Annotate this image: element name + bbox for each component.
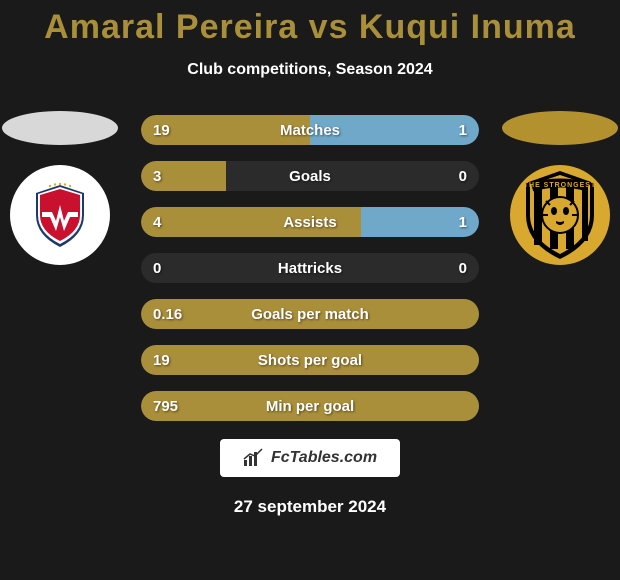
left-club-badge [10,165,110,265]
page-subtitle: Club competitions, Season 2024 [0,61,620,79]
right-player-ellipse [502,111,618,145]
svg-text:THE STRONGEST: THE STRONGEST [524,182,597,189]
branding-text: FcTables.com [271,449,377,467]
stat-row: 41Assists [141,207,479,237]
stat-label: Goals per match [141,306,479,323]
branding-badge: FcTables.com [220,439,400,477]
stat-row: 30Goals [141,161,479,191]
left-player-ellipse [2,111,118,145]
stat-label: Assists [141,214,479,231]
stat-row: 795Min per goal [141,391,479,421]
wilstermann-icon [22,177,98,253]
stat-label: Hattricks [141,260,479,277]
page-title: Amaral Pereira vs Kuqui Inuma [0,0,620,47]
stat-row: 0.16Goals per match [141,299,479,329]
chart-icon [243,448,265,468]
stat-row: 191Matches [141,115,479,145]
right-club-badge: THE STRONGEST [510,165,610,265]
stat-label: Matches [141,122,479,139]
stat-label: Min per goal [141,398,479,415]
stat-label: Goals [141,168,479,185]
stat-row: 00Hattricks [141,253,479,283]
comparison-area: THE STRONGEST 191Matches 30Goals 41Assists… [0,115,620,421]
stats-list: 191Matches 30Goals 41Assists 00Hattricks 0.1… [141,115,479,421]
stat-label: Shots per goal [141,352,479,369]
strongest-icon: THE STRONGEST [510,165,610,265]
date-label: 27 september 2024 [0,497,620,517]
stat-row: 19Shots per goal [141,345,479,375]
